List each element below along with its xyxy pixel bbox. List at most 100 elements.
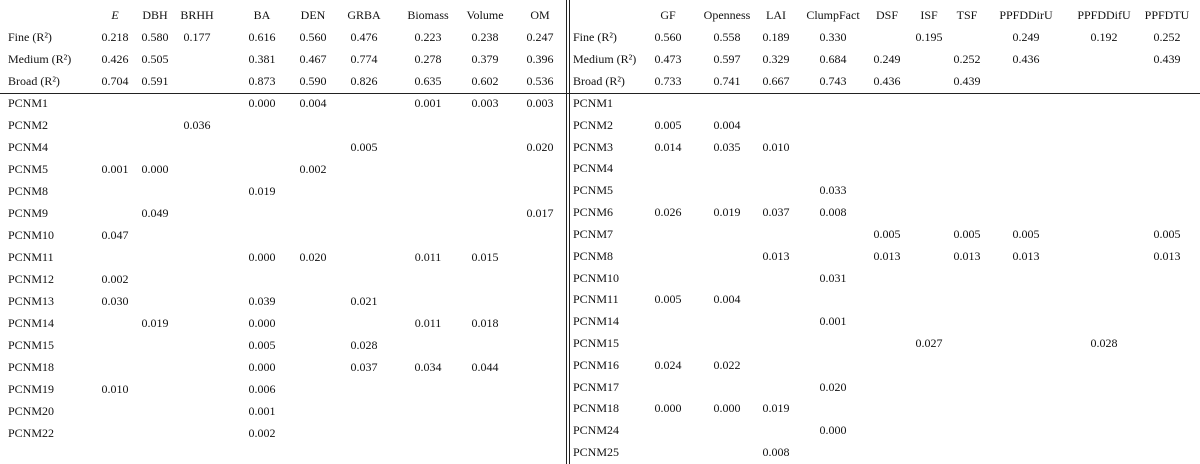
table-cell: 0.591 xyxy=(141,74,169,88)
table-cell: 0.000 xyxy=(248,250,276,264)
column-header: Biomass xyxy=(407,8,449,22)
column-header: DBH xyxy=(142,8,168,22)
row-label: PCNM11 xyxy=(8,250,54,264)
row-label: PCNM1 xyxy=(573,96,614,110)
table-cell: 0.580 xyxy=(141,30,169,44)
row-label: PCNM4 xyxy=(573,161,614,176)
row-label: PCNM1 xyxy=(8,96,49,110)
table-cell: 0.021 xyxy=(350,294,378,308)
table-cell: 0.329 xyxy=(762,52,790,66)
table-cell: 0.005 xyxy=(654,292,682,307)
table-cell: 0.560 xyxy=(299,30,327,44)
table-cell: 0.008 xyxy=(762,445,790,459)
table-cell: 0.330 xyxy=(819,30,847,44)
table-cell: 0.013 xyxy=(953,248,981,263)
row-label: PCNM9 xyxy=(8,206,49,220)
table-cell: 0.177 xyxy=(183,30,211,44)
row-label: PCNM5 xyxy=(8,162,49,176)
table-cell: 0.005 xyxy=(1012,226,1040,241)
table-cell: 0.035 xyxy=(713,139,741,154)
table-cell: 0.026 xyxy=(654,205,682,220)
row-label: PCNM18 xyxy=(8,360,55,374)
row-label: PCNM10 xyxy=(8,228,55,242)
row-label: PCNM14 xyxy=(573,314,620,329)
column-header: DEN xyxy=(300,8,326,22)
column-header: PPFDTU xyxy=(1144,8,1190,22)
column-header: TSF xyxy=(956,8,978,22)
row-label: Broad (R²) xyxy=(573,74,625,88)
row-label: PCNM13 xyxy=(8,294,55,308)
table-cell: 0.033 xyxy=(819,183,847,198)
column-header: BRHH xyxy=(180,8,214,22)
table-cell: 0.034 xyxy=(414,360,442,374)
table-cell: 0.044 xyxy=(471,360,499,374)
table-cell: 0.873 xyxy=(248,74,276,88)
table-cell: 0.006 xyxy=(248,382,276,396)
row-label: PCNM2 xyxy=(8,118,49,132)
table-cell: 0.192 xyxy=(1090,30,1118,44)
row-label: Medium (R²) xyxy=(8,52,72,66)
table-cell: 0.049 xyxy=(141,206,169,220)
table-cell: 0.560 xyxy=(654,30,682,44)
divider-line xyxy=(566,0,567,464)
table-cell: 0.000 xyxy=(713,401,741,416)
table-cell: 0.005 xyxy=(248,338,276,352)
table-cell: 0.002 xyxy=(101,272,129,286)
row-label: PCNM14 xyxy=(8,316,55,330)
table-cell: 0.036 xyxy=(183,118,211,132)
table-cell: 0.031 xyxy=(819,270,847,285)
table-cell: 0.223 xyxy=(414,30,442,44)
table-cell: 0.590 xyxy=(299,74,327,88)
row-label: PCNM12 xyxy=(8,272,55,286)
row-label: PCNM8 xyxy=(8,184,49,198)
table-cell: 0.015 xyxy=(471,250,499,264)
column-header: DSF xyxy=(875,8,899,22)
table-cell: 0.003 xyxy=(526,96,554,110)
table-cell: 0.005 xyxy=(1153,226,1181,241)
table-cell: 0.000 xyxy=(654,401,682,416)
table-cell: 0.616 xyxy=(248,30,276,44)
table-cell: 0.019 xyxy=(762,401,790,416)
table-cell: 0.001 xyxy=(101,162,129,176)
table-cell: 0.024 xyxy=(654,357,682,372)
table-cell: 0.013 xyxy=(1012,248,1040,263)
column-header: GF xyxy=(660,8,676,22)
table-cell: 0.733 xyxy=(654,74,682,88)
table-cell: 0.003 xyxy=(471,96,499,110)
table-cell: 0.000 xyxy=(248,316,276,330)
table-cell: 0.000 xyxy=(248,360,276,374)
table-cell: 0.005 xyxy=(873,226,901,241)
table-cell: 0.001 xyxy=(819,314,847,329)
table-cell: 0.774 xyxy=(350,52,378,66)
table-cell: 0.028 xyxy=(1090,335,1118,350)
row-label: Fine (R²) xyxy=(8,30,52,44)
table-cell: 0.597 xyxy=(713,52,741,66)
table-cell: 0.473 xyxy=(654,52,682,66)
table-cell: 0.704 xyxy=(101,74,129,88)
table-cell: 0.037 xyxy=(350,360,378,374)
table-cell: 0.010 xyxy=(762,139,790,154)
divider-line xyxy=(569,0,570,464)
column-header: E xyxy=(111,8,119,22)
table-cell: 0.238 xyxy=(471,30,499,44)
row-label: PCNM19 xyxy=(8,382,55,396)
table-cell: 0.743 xyxy=(819,74,847,88)
table-cell: 0.020 xyxy=(819,379,847,394)
table-cell: 0.002 xyxy=(248,426,276,440)
table-cell: 0.004 xyxy=(713,292,741,307)
table-cell: 0.005 xyxy=(953,226,981,241)
table-cell: 0.028 xyxy=(350,338,378,352)
row-label: Fine (R²) xyxy=(573,30,617,44)
table-cell: 0.019 xyxy=(248,184,276,198)
table-cell: 0.635 xyxy=(414,74,442,88)
table-cell: 0.439 xyxy=(953,74,981,88)
row-label: Broad (R²) xyxy=(8,74,60,88)
rule-line xyxy=(0,93,1200,94)
row-label: PCNM2 xyxy=(573,117,614,132)
table-cell: 0.000 xyxy=(819,423,847,438)
column-header: BA xyxy=(253,8,271,22)
column-header: ClumpFact xyxy=(806,8,860,22)
row-label: PCNM5 xyxy=(573,183,614,198)
row-label: PCNM4 xyxy=(8,140,49,154)
table-cell: 0.004 xyxy=(299,96,327,110)
